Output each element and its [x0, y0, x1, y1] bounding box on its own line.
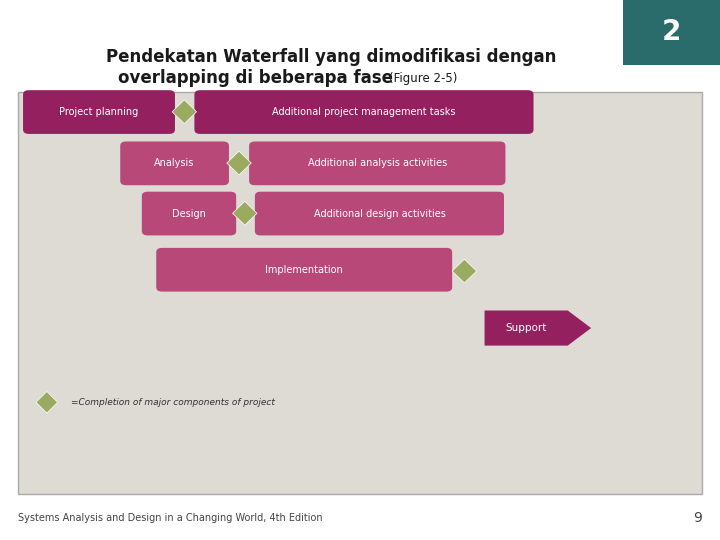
FancyBboxPatch shape — [142, 192, 236, 235]
Polygon shape — [233, 201, 257, 225]
Text: Additional project management tasks: Additional project management tasks — [272, 107, 456, 117]
Text: Support: Support — [505, 323, 546, 333]
Polygon shape — [227, 151, 251, 175]
FancyBboxPatch shape — [255, 192, 504, 235]
Text: overlapping di beberapa fase: overlapping di beberapa fase — [118, 69, 393, 87]
Text: 9: 9 — [693, 511, 702, 525]
FancyBboxPatch shape — [120, 141, 229, 185]
Polygon shape — [172, 100, 197, 124]
Text: =Completion of major components of project: =Completion of major components of proje… — [71, 398, 274, 407]
Text: Additional analysis activities: Additional analysis activities — [307, 158, 447, 168]
Text: Analysis: Analysis — [154, 158, 195, 168]
Text: Design: Design — [172, 208, 206, 219]
Text: (Figure 2-5): (Figure 2-5) — [390, 72, 457, 85]
Text: Project planning: Project planning — [59, 107, 139, 117]
FancyBboxPatch shape — [249, 141, 505, 185]
Text: Additional design activities: Additional design activities — [313, 208, 446, 219]
Polygon shape — [36, 392, 58, 413]
Text: Systems Analysis and Design in a Changing World, 4th Edition: Systems Analysis and Design in a Changin… — [18, 514, 323, 523]
FancyBboxPatch shape — [23, 90, 175, 134]
Text: Implementation: Implementation — [266, 265, 343, 275]
Polygon shape — [452, 259, 477, 283]
FancyBboxPatch shape — [623, 0, 720, 65]
Text: Pendekatan Waterfall yang dimodifikasi dengan: Pendekatan Waterfall yang dimodifikasi d… — [106, 48, 557, 66]
FancyBboxPatch shape — [194, 90, 534, 134]
Polygon shape — [485, 310, 591, 346]
FancyBboxPatch shape — [18, 92, 702, 494]
Text: 2: 2 — [662, 18, 680, 46]
FancyBboxPatch shape — [156, 248, 452, 292]
